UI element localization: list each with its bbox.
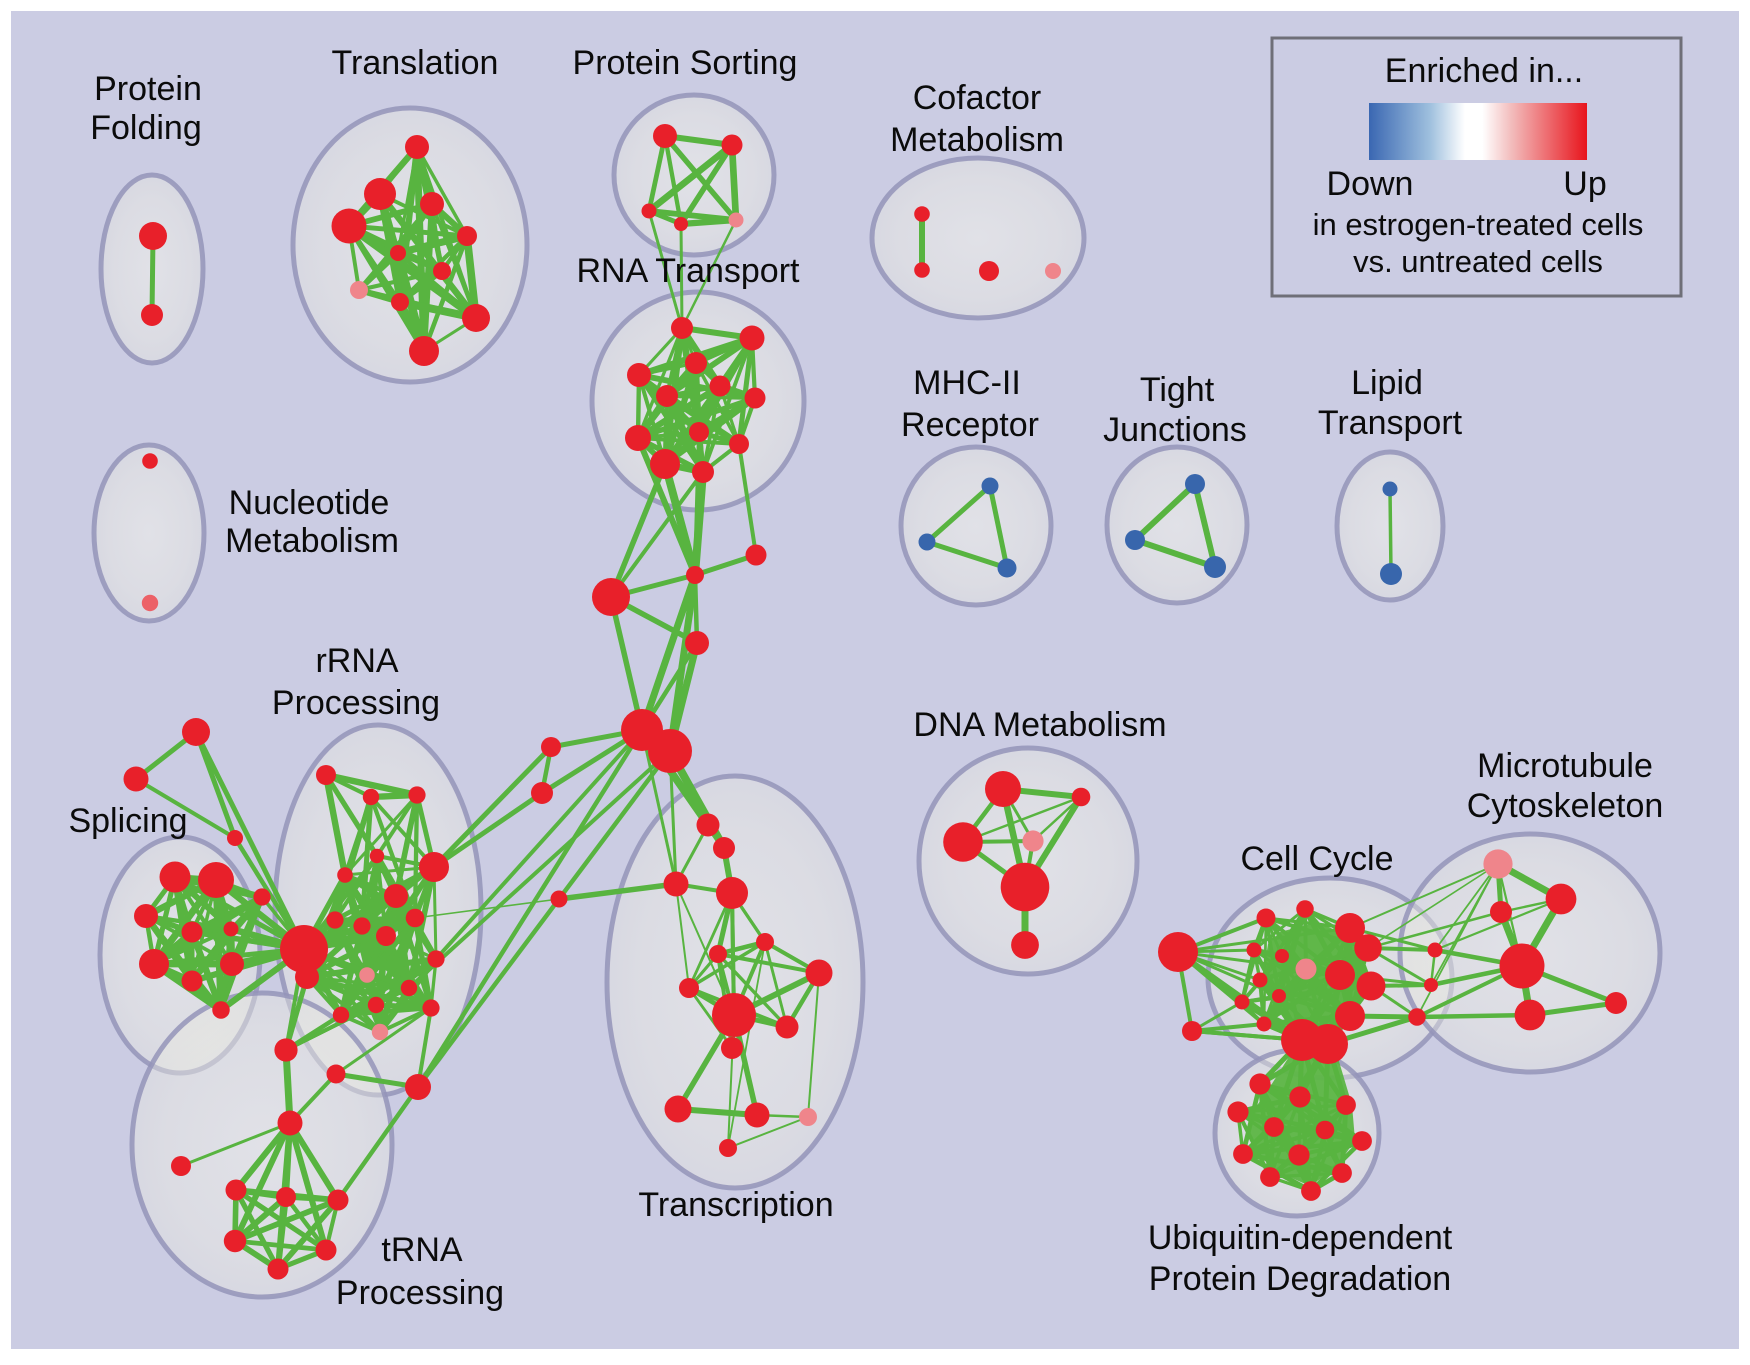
svg-text:Lipid: Lipid — [1351, 364, 1423, 402]
svg-text:in estrogen-treated cells: in estrogen-treated cells — [1313, 207, 1644, 242]
svg-text:Up: Up — [1563, 165, 1606, 203]
svg-text:DNA Metabolism: DNA Metabolism — [913, 706, 1166, 744]
svg-text:Splicing: Splicing — [68, 802, 187, 840]
svg-text:Transport: Transport — [1318, 404, 1463, 442]
svg-text:Ubiquitin-dependent: Ubiquitin-dependent — [1148, 1219, 1453, 1257]
svg-text:Enriched in...: Enriched in... — [1385, 52, 1583, 90]
svg-text:Microtubule: Microtubule — [1477, 747, 1653, 785]
svg-text:Metabolism: Metabolism — [890, 121, 1064, 159]
svg-text:Processing: Processing — [272, 684, 440, 722]
svg-text:Cytoskeleton: Cytoskeleton — [1467, 787, 1664, 825]
svg-text:Processing: Processing — [336, 1274, 504, 1312]
svg-text:vs. untreated cells: vs. untreated cells — [1353, 244, 1603, 279]
svg-text:Down: Down — [1327, 165, 1414, 203]
svg-text:Folding: Folding — [90, 109, 202, 147]
svg-text:MHC-II: MHC-II — [913, 364, 1021, 402]
svg-text:Translation: Translation — [332, 44, 499, 82]
svg-text:Protein Degradation: Protein Degradation — [1149, 1260, 1451, 1298]
svg-text:Nucleotide: Nucleotide — [229, 484, 390, 522]
svg-text:Cofactor: Cofactor — [913, 79, 1042, 117]
svg-text:Protein Sorting: Protein Sorting — [573, 44, 798, 82]
svg-text:Cell Cycle: Cell Cycle — [1240, 840, 1393, 878]
svg-text:Protein: Protein — [94, 70, 202, 108]
svg-text:rRNA: rRNA — [315, 642, 398, 680]
svg-text:Receptor: Receptor — [901, 406, 1039, 444]
svg-text:tRNA: tRNA — [381, 1231, 463, 1269]
svg-text:Tight: Tight — [1140, 371, 1215, 409]
svg-text:RNA Transport: RNA Transport — [577, 252, 801, 290]
svg-text:Transcription: Transcription — [638, 1186, 833, 1224]
svg-text:Metabolism: Metabolism — [225, 522, 399, 560]
svg-text:Junctions: Junctions — [1103, 411, 1247, 449]
